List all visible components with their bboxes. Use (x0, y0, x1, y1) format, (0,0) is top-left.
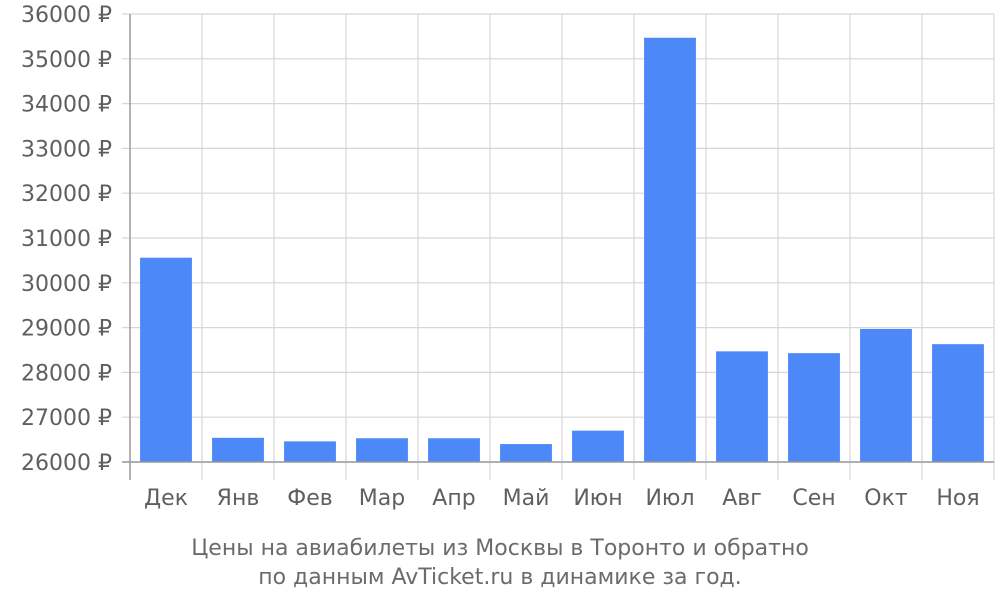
x-tick-label: Фев (287, 486, 332, 511)
y-tick-label: 34000 ₽ (21, 93, 112, 118)
x-tick-label: Сен (792, 486, 835, 511)
y-tick-label: 36000 ₽ (21, 3, 112, 28)
x-tick-label: Июл (645, 486, 694, 511)
bars (140, 37, 984, 463)
y-tick-label: 28000 ₽ (21, 361, 112, 386)
bar-10 (788, 353, 840, 462)
bar-1 (140, 257, 192, 462)
x-tick-label: Май (503, 486, 550, 511)
x-tick-label: Авг (722, 486, 762, 511)
y-tick-label: 33000 ₽ (21, 137, 112, 162)
y-tick-labels: 36000 ₽ 35000 ₽ 34000 ₽ 33000 ₽ 32000 ₽ 31000… (21, 3, 112, 476)
bar-2 (212, 437, 264, 462)
bar-12 (932, 344, 984, 462)
bar-8 (644, 37, 696, 463)
caption-line-2: по данным AvTicket.ru в динамике за год. (258, 565, 742, 590)
x-tick-label: Янв (217, 486, 260, 511)
bar-3 (284, 441, 336, 462)
chart-caption: Цены на авиабилеты из Москвы в Торонто и… (0, 534, 1000, 592)
caption-line-1: Цены на авиабилеты из Москвы в Торонто и… (191, 536, 809, 561)
bar-7 (572, 430, 624, 462)
y-tick-label: 30000 ₽ (21, 272, 112, 297)
x-tick-label: Апр (432, 486, 475, 511)
y-tick-label: 29000 ₽ (21, 317, 112, 342)
y-tick-label: 27000 ₽ (21, 406, 112, 431)
x-tick-label: Ноя (936, 486, 979, 511)
x-tick-label: Дек (144, 486, 188, 511)
bar-4 (356, 438, 408, 462)
y-tick-label: 31000 ₽ (21, 227, 112, 252)
bar-11 (860, 328, 912, 462)
x-tick-label: Июн (573, 486, 622, 511)
bar-9 (716, 351, 768, 462)
bar-6 (500, 444, 552, 462)
bar-chart: 36000 ₽ 35000 ₽ 34000 ₽ 33000 ₽ 32000 ₽ 31000… (21, 3, 995, 511)
x-tick-labels: Дек Янв Фев Мар Апр Май Июн Июл Авг Сен Окт Ноя (144, 486, 980, 511)
x-tick-label: Окт (864, 486, 908, 511)
x-tick-label: Мар (359, 486, 405, 511)
y-tick-label: 35000 ₽ (21, 48, 112, 73)
y-tick-label: 32000 ₽ (21, 182, 112, 207)
bar-5 (428, 438, 480, 462)
axes (122, 14, 994, 480)
y-tick-label: 26000 ₽ (21, 451, 112, 476)
